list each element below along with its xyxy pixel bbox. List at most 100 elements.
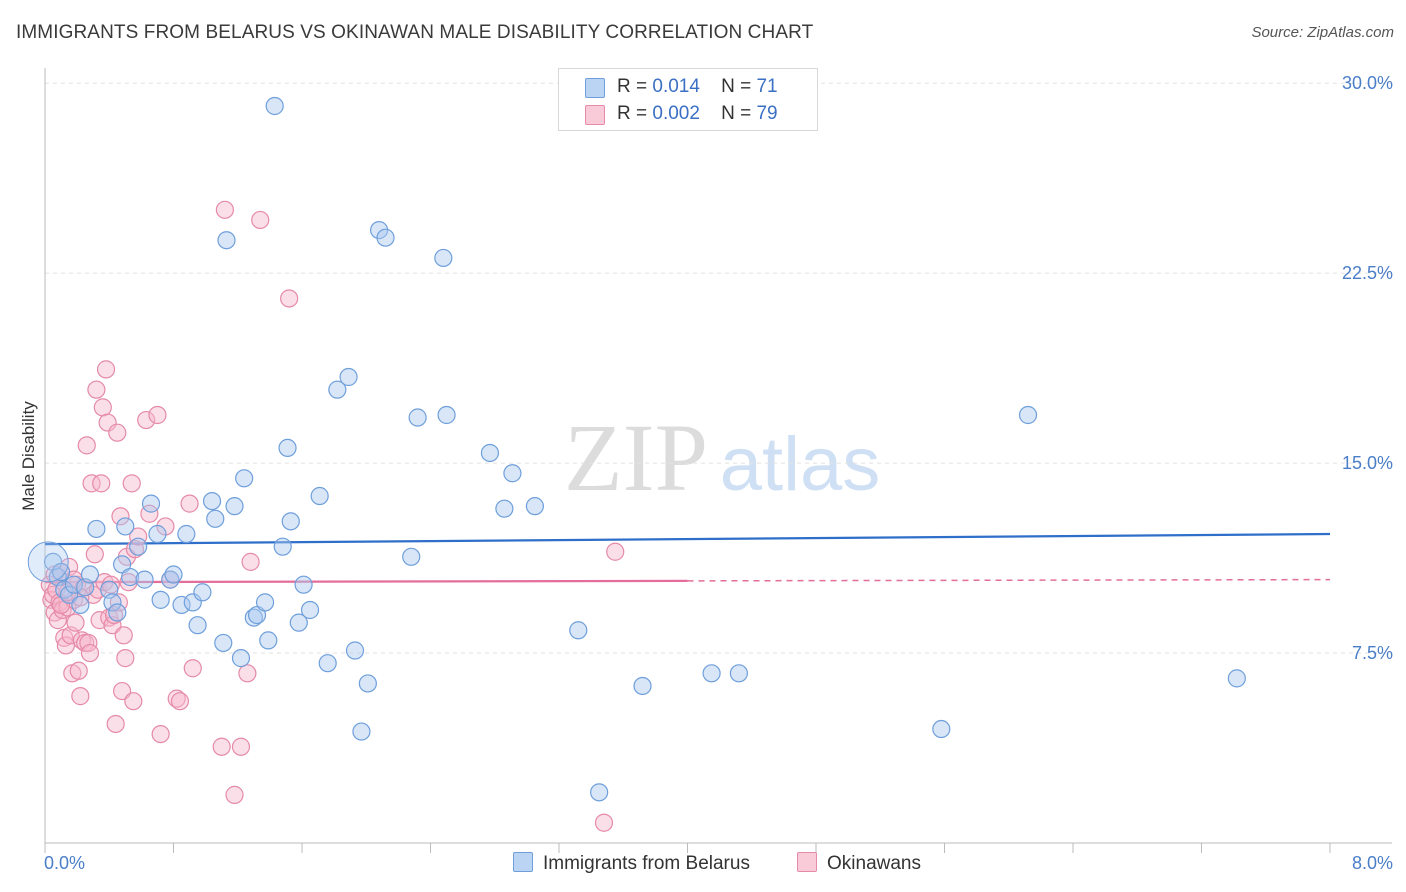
okinawans-point xyxy=(170,692,190,711)
belarus-point xyxy=(225,497,244,516)
belarus-point xyxy=(729,664,749,683)
okinawans-point xyxy=(80,643,100,663)
okinawans-point xyxy=(241,552,260,571)
belarus-point xyxy=(87,519,106,539)
belarus-point xyxy=(265,96,284,116)
belarus-point xyxy=(370,220,389,240)
okinawans-point xyxy=(180,494,199,513)
okinawans-point xyxy=(594,813,614,832)
bottom-legend-label: Immigrants from Belarus xyxy=(543,853,750,874)
okinawans-point xyxy=(82,474,101,493)
belarus-point xyxy=(71,595,90,615)
belarus-point xyxy=(121,567,140,587)
belarus-point xyxy=(235,469,254,488)
bottom-legend-label: Okinawans xyxy=(827,853,921,874)
okinawans-point xyxy=(280,289,299,308)
y-tick-label: 15.0% xyxy=(1342,453,1393,473)
belarus-point xyxy=(503,464,522,483)
okinawans-point xyxy=(85,545,104,564)
belarus-point xyxy=(255,593,275,612)
trend-lines xyxy=(44,532,1331,584)
okinawans-point xyxy=(238,664,257,683)
okinawans-point xyxy=(96,360,116,379)
belarus-point xyxy=(310,486,329,506)
bottom-legend-swatch-blue xyxy=(513,852,533,872)
okinawans-point xyxy=(93,398,112,417)
legend-swatch-blue xyxy=(585,78,605,98)
belarus-point xyxy=(231,649,251,668)
okinawans-point xyxy=(225,785,244,804)
belarus-point xyxy=(141,494,161,513)
okinawans-point xyxy=(56,636,75,655)
legend-r-label: R = xyxy=(617,103,648,124)
okinawans-trend-line xyxy=(44,579,688,584)
okinawans-point xyxy=(212,737,231,756)
okinawans-point xyxy=(77,436,96,455)
okinawans-point xyxy=(215,200,234,219)
okinawans-point xyxy=(124,692,143,711)
chart-title: IMMIGRANTS FROM BELARUS VS OKINAWAN MALE… xyxy=(16,22,814,43)
belarus-point xyxy=(129,537,148,556)
legend-n-label: N = xyxy=(721,76,752,97)
okinawans-point xyxy=(66,613,85,632)
bottom-legend-swatch-pink xyxy=(797,852,817,872)
belarus-point xyxy=(495,499,514,518)
belarus-point xyxy=(278,438,297,458)
belarus-point xyxy=(289,613,308,632)
legend-n-value: 71 xyxy=(756,76,778,97)
belarus-trend-line xyxy=(44,532,1331,546)
okinawans-point xyxy=(606,542,625,561)
watermark: ZIP atlas xyxy=(564,404,880,511)
belarus-point xyxy=(164,565,183,584)
y-tick-label: 30.0% xyxy=(1342,73,1393,93)
belarus-point xyxy=(339,367,358,387)
okinawans-point xyxy=(183,659,202,678)
okinawans-point xyxy=(111,507,130,526)
okinawans-trend-line-dashed xyxy=(687,578,1331,582)
belarus-point xyxy=(300,600,320,620)
belarus-point xyxy=(259,631,278,650)
okinawans-point xyxy=(112,681,132,701)
okinawans-point xyxy=(151,724,170,744)
axes xyxy=(44,68,1392,853)
okinawans-points xyxy=(40,200,625,832)
belarus-point xyxy=(437,405,456,425)
okinawans-point xyxy=(251,210,270,230)
belarus-point xyxy=(172,595,191,615)
okinawans-point xyxy=(231,737,251,756)
belarus-point xyxy=(525,497,545,516)
belarus-point xyxy=(80,565,100,584)
belarus-point xyxy=(273,537,292,556)
belarus-point xyxy=(434,248,453,268)
bottom-legend-belarus: Immigrants from Belarus xyxy=(513,852,750,875)
watermark-zip: ZIP xyxy=(564,404,708,511)
belarus-point xyxy=(55,580,74,599)
belarus-point xyxy=(1018,405,1038,425)
x-tick-label: 8.0% xyxy=(1352,853,1393,873)
belarus-point xyxy=(408,408,427,427)
belarus-point xyxy=(151,590,170,609)
belarus-point xyxy=(376,228,395,247)
okinawans-point xyxy=(122,474,141,493)
belarus-cluster-point xyxy=(27,541,69,583)
belarus-point xyxy=(480,443,500,463)
belarus-point xyxy=(345,641,365,660)
legend-r-value: 0.002 xyxy=(652,103,700,124)
okinawans-point xyxy=(137,410,156,430)
bottom-legend-okinawans: Okinawans xyxy=(797,852,921,875)
x-tick-label: 0.0% xyxy=(44,853,85,873)
stats-legend: R = 0.014 N = 71 R = 0.002 N = 79 xyxy=(558,68,818,131)
belarus-point xyxy=(281,512,300,531)
legend-n-label: N = xyxy=(721,103,752,124)
tick-labels: 7.5% 15.0% 22.5% 30.0% 0.0% 8.0% xyxy=(44,73,1393,873)
y-tick-label: 22.5% xyxy=(1342,263,1393,283)
belarus-point xyxy=(244,608,263,627)
belarus-point xyxy=(148,524,167,544)
legend-swatch-pink xyxy=(585,105,605,125)
okinawans-point xyxy=(69,661,88,680)
legend-n-value: 79 xyxy=(756,103,778,124)
belarus-point xyxy=(214,633,233,653)
okinawans-point xyxy=(148,405,167,425)
y-axis-label: Male Disability xyxy=(19,401,38,511)
